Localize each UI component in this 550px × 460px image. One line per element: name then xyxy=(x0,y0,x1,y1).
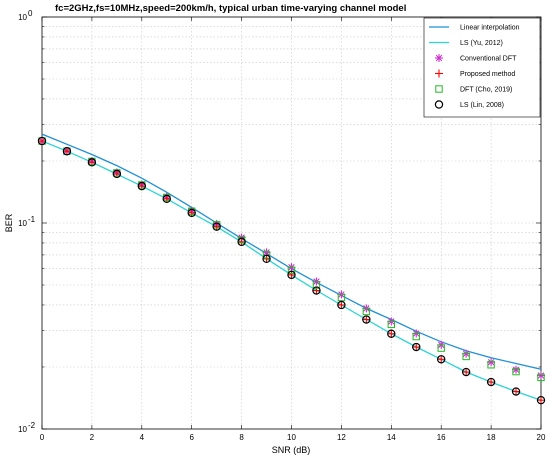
data-point xyxy=(237,237,246,246)
legend-box xyxy=(423,17,541,118)
legend: Linear interpolation LS (Yu, 2012) Convent… xyxy=(423,17,541,118)
legend-label: LS (Lin, 2008) xyxy=(460,102,504,109)
data-point xyxy=(487,361,495,369)
data-point xyxy=(337,293,346,302)
x-tick-label: 14 xyxy=(387,433,396,442)
data-point xyxy=(187,208,196,217)
data-point xyxy=(237,237,246,247)
data-point xyxy=(512,367,520,376)
legend-label: Conventional DFT xyxy=(460,56,517,63)
y-tick-label: 10 xyxy=(18,219,27,228)
data-point xyxy=(262,251,271,259)
y-tick-exponent: 0 xyxy=(28,9,33,18)
legend-swatch xyxy=(435,69,443,78)
data-point xyxy=(87,158,97,167)
data-point xyxy=(262,254,271,263)
data-point xyxy=(162,194,171,204)
x-tick-label: 10 xyxy=(287,433,296,442)
x-tick-label: 4 xyxy=(140,433,145,442)
legend-label: Linear interpolation xyxy=(460,25,520,32)
data-point xyxy=(486,377,496,387)
legend-item: Conventional DFT xyxy=(435,54,517,63)
data-point xyxy=(412,343,421,352)
data-point xyxy=(262,254,271,264)
data-point xyxy=(362,315,371,324)
data-point xyxy=(461,367,471,377)
data-point xyxy=(387,320,396,329)
series-3 xyxy=(38,137,545,405)
data-point xyxy=(487,358,496,367)
data-point xyxy=(212,222,221,231)
data-point xyxy=(387,329,396,338)
data-point xyxy=(387,329,396,338)
legend-swatch xyxy=(435,54,443,62)
data-point xyxy=(437,355,446,364)
x-tick-label: 8 xyxy=(239,433,244,442)
x-tick-label: 6 xyxy=(189,433,194,442)
data-point xyxy=(137,182,146,191)
y-tick-exponent: -1 xyxy=(28,215,36,224)
legend-label: LS (Yu, 2012) xyxy=(460,40,503,47)
data-point xyxy=(162,194,171,203)
data-point xyxy=(337,300,346,310)
data-point xyxy=(187,208,196,218)
data-point xyxy=(37,136,47,146)
legend-item: DFT (Cho, 2019) xyxy=(435,85,512,94)
data-point xyxy=(462,352,470,361)
data-point xyxy=(62,147,71,156)
series-5 xyxy=(37,136,546,405)
data-point xyxy=(412,332,420,341)
series-layer xyxy=(37,133,546,405)
y-tick-exponent: -2 xyxy=(28,421,36,430)
x-tick-label: 12 xyxy=(337,433,346,442)
data-point xyxy=(487,378,496,387)
data-point xyxy=(312,281,321,289)
legend-item: LS (Lin, 2008) xyxy=(434,100,504,109)
data-point xyxy=(287,266,296,274)
data-point xyxy=(212,222,221,231)
legend-item: LS (Yu, 2012) xyxy=(429,40,503,47)
data-point xyxy=(462,368,471,377)
chart-title: fc=2GHz,fs=10MHz,speed=200km/h, typical … xyxy=(55,3,406,14)
data-point xyxy=(62,147,72,156)
data-point xyxy=(287,270,296,280)
x-tick-label: 0 xyxy=(40,433,45,442)
data-point xyxy=(137,181,146,191)
x-tick-label: 16 xyxy=(437,433,446,442)
data-point xyxy=(511,387,521,396)
data-point xyxy=(537,396,545,405)
data-point xyxy=(412,342,421,352)
data-point xyxy=(38,137,46,146)
data-point xyxy=(512,365,521,374)
data-point xyxy=(337,300,346,309)
x-axis-label: SNR (dB) xyxy=(272,445,311,455)
legend-swatch xyxy=(434,100,444,109)
x-tick-label: 2 xyxy=(90,433,95,442)
x-axis-ticks: 0 2 4 6 8 10 12 14 16 18 20 xyxy=(40,17,546,442)
legend-label: Proposed method xyxy=(460,71,515,78)
data-point xyxy=(312,286,321,295)
data-point xyxy=(537,373,545,382)
data-point xyxy=(437,355,446,364)
x-tick-label: 18 xyxy=(487,433,496,442)
data-point xyxy=(287,270,296,279)
data-point xyxy=(362,315,371,324)
legend-item: Linear interpolation xyxy=(429,25,520,32)
data-point xyxy=(537,371,545,380)
y-tick-label: 10 xyxy=(18,425,27,434)
legend-swatch xyxy=(435,85,443,93)
legend-label: DFT (Cho, 2019) xyxy=(460,87,512,94)
data-point xyxy=(512,387,521,396)
x-tick-label: 20 xyxy=(537,433,546,442)
legend-item: Proposed method xyxy=(435,69,515,78)
data-point xyxy=(362,307,371,316)
data-point xyxy=(112,169,122,179)
y-axis-label: BER xyxy=(4,213,14,232)
y-tick-label: 10 xyxy=(18,13,27,22)
data-point xyxy=(437,344,445,352)
data-point xyxy=(536,395,546,405)
